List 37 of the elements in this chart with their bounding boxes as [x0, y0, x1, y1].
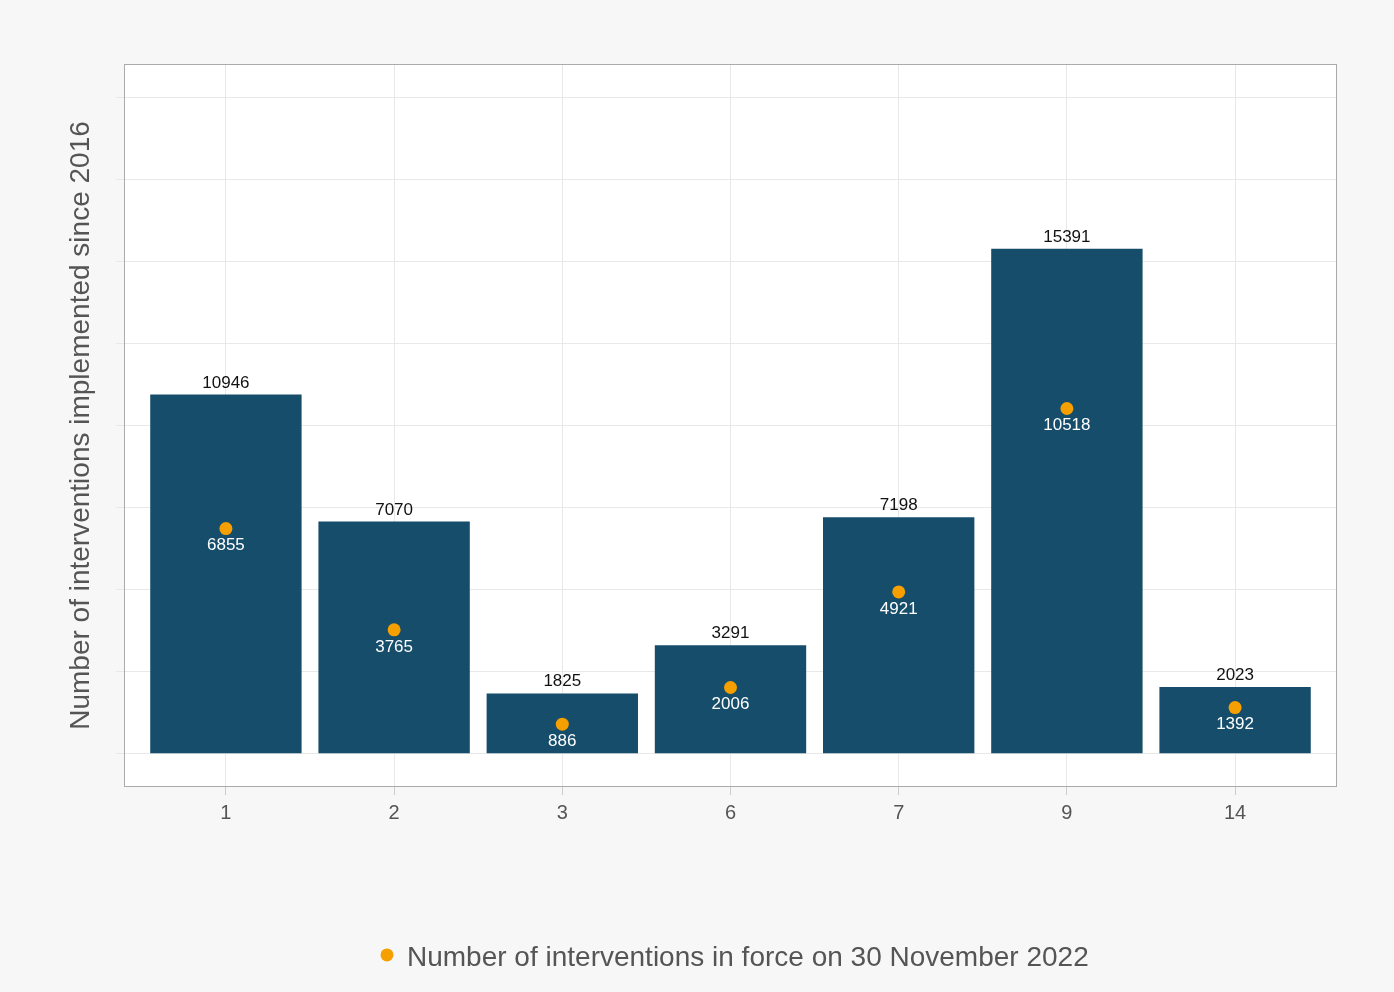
x-tick-label: 9: [1061, 801, 1073, 823]
bar: [823, 517, 975, 754]
point: [387, 623, 401, 637]
x-tick-label: 7: [893, 801, 905, 823]
point: [219, 522, 233, 536]
data-label: 4921: [879, 598, 918, 618]
bar: [1159, 686, 1311, 754]
x-tick-label: 14: [1223, 801, 1247, 823]
point: [1060, 402, 1074, 416]
bar: [654, 645, 807, 754]
legend-label: Number of interventions in force on 30 November 2022: [407, 940, 1089, 972]
point: [1228, 701, 1242, 715]
x-tick-label: 6: [724, 801, 737, 823]
data-label: 15391: [1043, 226, 1091, 246]
data-label: 10946: [202, 372, 250, 392]
data-label: 886: [548, 731, 577, 751]
bar: [318, 521, 470, 754]
point: [892, 585, 906, 599]
data-label: 1392: [1216, 714, 1254, 734]
data-label: 2006: [711, 694, 750, 714]
data-label: 3765: [375, 636, 414, 656]
x-tick-label: 3: [556, 801, 568, 823]
bar: [486, 693, 638, 754]
bar: [991, 248, 1143, 754]
bar: [150, 394, 302, 754]
data-label: 6855: [207, 535, 245, 555]
data-label: 7198: [879, 495, 918, 515]
point: [724, 680, 737, 694]
x-tick-label: 1: [220, 801, 232, 823]
y-axis-title: Number of interventions implemented since 2016: [63, 121, 95, 730]
x-tick-label: 2: [388, 801, 400, 823]
data-label: 10518: [1043, 415, 1091, 435]
data-label: 2023: [1216, 664, 1254, 684]
data-label: 7070: [375, 499, 414, 519]
data-label: 1825: [543, 671, 582, 691]
point: [555, 717, 569, 731]
data-label: 3291: [711, 623, 750, 643]
